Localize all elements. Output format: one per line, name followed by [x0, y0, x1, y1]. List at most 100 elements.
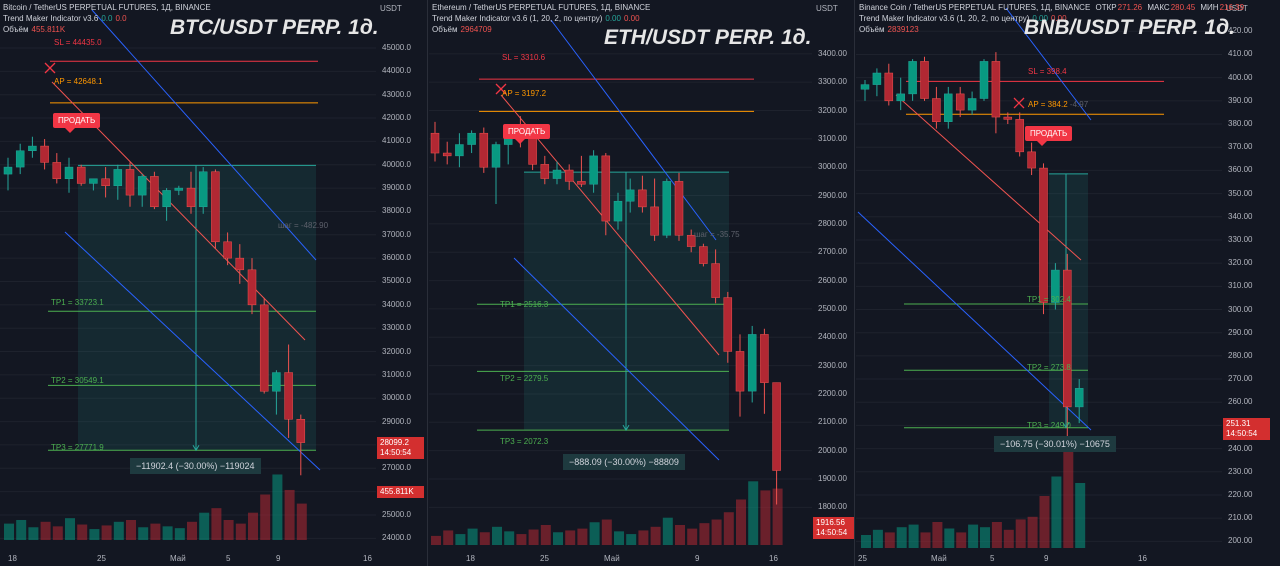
- volume-bar: [540, 524, 551, 545]
- eth-price-axis[interactable]: 1800.00 1900.00 2000.00 2100.00 2200.00 2300.…: [812, 0, 854, 566]
- bnb-chart-panel[interactable]: Binance Coin / TetherUS PERPETUAL FUTURE…: [856, 0, 1280, 566]
- candle-body: [1051, 269, 1060, 303]
- btc-volume-label[interactable]: Объём: [3, 25, 29, 34]
- price-axis-tick: 2800.00: [818, 218, 847, 228]
- candle-body: [211, 171, 220, 243]
- candle-body: [896, 93, 905, 102]
- btc-indicator-name[interactable]: Trend Maker Indicator v3.6: [3, 14, 99, 23]
- bnb-low-value: 216.39: [1219, 3, 1245, 12]
- candle-body: [296, 419, 306, 443]
- volume-bar: [884, 532, 895, 548]
- volume-bar: [138, 527, 149, 540]
- volume-bar: [626, 534, 637, 545]
- price-axis-tick: 27000.0: [382, 463, 411, 473]
- eth-last-price: 1916.56: [816, 518, 845, 527]
- candle-body: [860, 84, 870, 90]
- candle-body: [455, 144, 464, 157]
- bnb-x-tick: 5: [990, 554, 995, 563]
- bnb-indicator-name[interactable]: Trend Maker Indicator v3.6 (1, 20, 2, по…: [859, 14, 1030, 23]
- bnb-high-label: МАКС: [1147, 3, 1170, 12]
- candle-body: [235, 257, 245, 271]
- price-axis-tick: 210.00: [1228, 513, 1253, 523]
- volume-bar: [932, 522, 943, 548]
- volume-bar: [431, 535, 441, 545]
- btc-tp1-label: TP1 = 33723.1: [51, 298, 104, 307]
- bnb-low-label: МИН: [1200, 3, 1219, 12]
- volume-bar: [1003, 529, 1014, 548]
- volume-bar: [980, 527, 990, 548]
- candle-body: [174, 187, 184, 191]
- candle-body: [650, 206, 659, 236]
- btc-x-tick: 16: [363, 554, 372, 563]
- btc-chart-panel[interactable]: Bitcoin / TetherUS PERPETUAL FUTURES, 1Д…: [0, 0, 425, 566]
- price-axis-tick: 3300.00: [818, 77, 847, 87]
- candle-body: [638, 189, 647, 208]
- bnb-chart-canvas[interactable]: [856, 0, 1280, 566]
- volume-bar: [723, 512, 734, 545]
- channel-line: [513, 257, 720, 461]
- volume-bar: [920, 532, 931, 548]
- volume-bar: [553, 532, 563, 545]
- volume-bar: [748, 481, 759, 545]
- price-axis-tick: 24000.0: [382, 533, 411, 543]
- price-axis-tick: 2300.00: [818, 360, 847, 370]
- volume-bar: [991, 522, 1002, 548]
- bnb-x-tick: 25: [858, 554, 867, 563]
- volume-bar: [614, 531, 624, 545]
- panel-divider: [854, 0, 855, 566]
- volume-bar: [872, 529, 883, 548]
- btc-sell-signal[interactable]: ПРОДАТЬ: [53, 113, 101, 133]
- bnb-sell-signal[interactable]: ПРОДАТЬ: [1025, 126, 1073, 146]
- price-axis-tick: 34000.0: [382, 299, 411, 309]
- price-axis-tick: 40000.0: [382, 159, 411, 169]
- volume-bar: [736, 499, 746, 545]
- eth-chart-canvas[interactable]: [429, 0, 854, 566]
- bnb-price-axis[interactable]: 200.00210.00220.00230.00240.00250.00260.…: [1222, 0, 1280, 566]
- btc-tp3-label: TP3 = 27771.9: [51, 443, 104, 452]
- measure-arrow: [192, 445, 200, 452]
- bnb-tp2-label: TP2 = 273.8: [1027, 363, 1071, 372]
- bnb-volume-label[interactable]: Объём: [859, 25, 885, 34]
- candle-body: [491, 144, 501, 168]
- volume-bar: [16, 519, 27, 540]
- volume-bar: [675, 524, 685, 545]
- volume-bar: [650, 526, 661, 545]
- eth-volume-label[interactable]: Объём: [432, 25, 458, 34]
- candle-body: [1074, 388, 1084, 408]
- channel-line: [550, 19, 717, 241]
- price-axis-tick: 1800.00: [818, 502, 847, 512]
- btc-chart-canvas[interactable]: [0, 0, 425, 566]
- volume-bar: [89, 529, 100, 540]
- sell-cross-marker: [495, 83, 507, 95]
- candle-body: [1015, 119, 1024, 153]
- price-axis-tick: 370.00: [1228, 142, 1253, 152]
- volume-bar: [235, 523, 246, 540]
- price-axis-tick: 360.00: [1228, 165, 1253, 175]
- eth-x-tick: 18: [466, 554, 475, 563]
- eth-x-tick: 16: [769, 554, 778, 563]
- candle-body: [735, 351, 745, 392]
- eth-x-tick: 25: [540, 554, 549, 563]
- measure-arrow: [622, 424, 630, 432]
- candle-body: [955, 93, 965, 111]
- btc-price-axis[interactable]: 24000.025000.026000.027000.028000.029000…: [376, 0, 425, 566]
- volume-bar: [711, 519, 722, 545]
- eth-sell-signal[interactable]: ПРОДАТЬ: [503, 124, 551, 144]
- eth-chart-panel[interactable]: Ethereum / TetherUS PERPETUAL FUTURES, 1…: [429, 0, 854, 566]
- eth-x-tick: Май: [604, 554, 620, 563]
- btc-ap-label: AP = 42648.1: [54, 77, 103, 86]
- volume-bar: [1063, 450, 1074, 548]
- volume-bar: [1015, 519, 1026, 548]
- volume-bar: [296, 503, 307, 540]
- candle-body: [772, 382, 781, 471]
- price-axis-tick: 350.00: [1228, 188, 1253, 198]
- volume-bar: [589, 522, 600, 545]
- eth-indicator-name[interactable]: Trend Maker Indicator v3.6 (1, 20, 2, по…: [432, 14, 603, 23]
- price-axis-tick: 25000.0: [382, 509, 411, 519]
- candle-body: [272, 372, 281, 392]
- price-axis-tick: 33000.0: [382, 323, 411, 333]
- bnb-indicator-value-2: 0.00: [1050, 14, 1067, 23]
- volume-bar: [516, 534, 527, 545]
- volume-bar: [528, 529, 539, 545]
- volume-bar: [1027, 516, 1038, 548]
